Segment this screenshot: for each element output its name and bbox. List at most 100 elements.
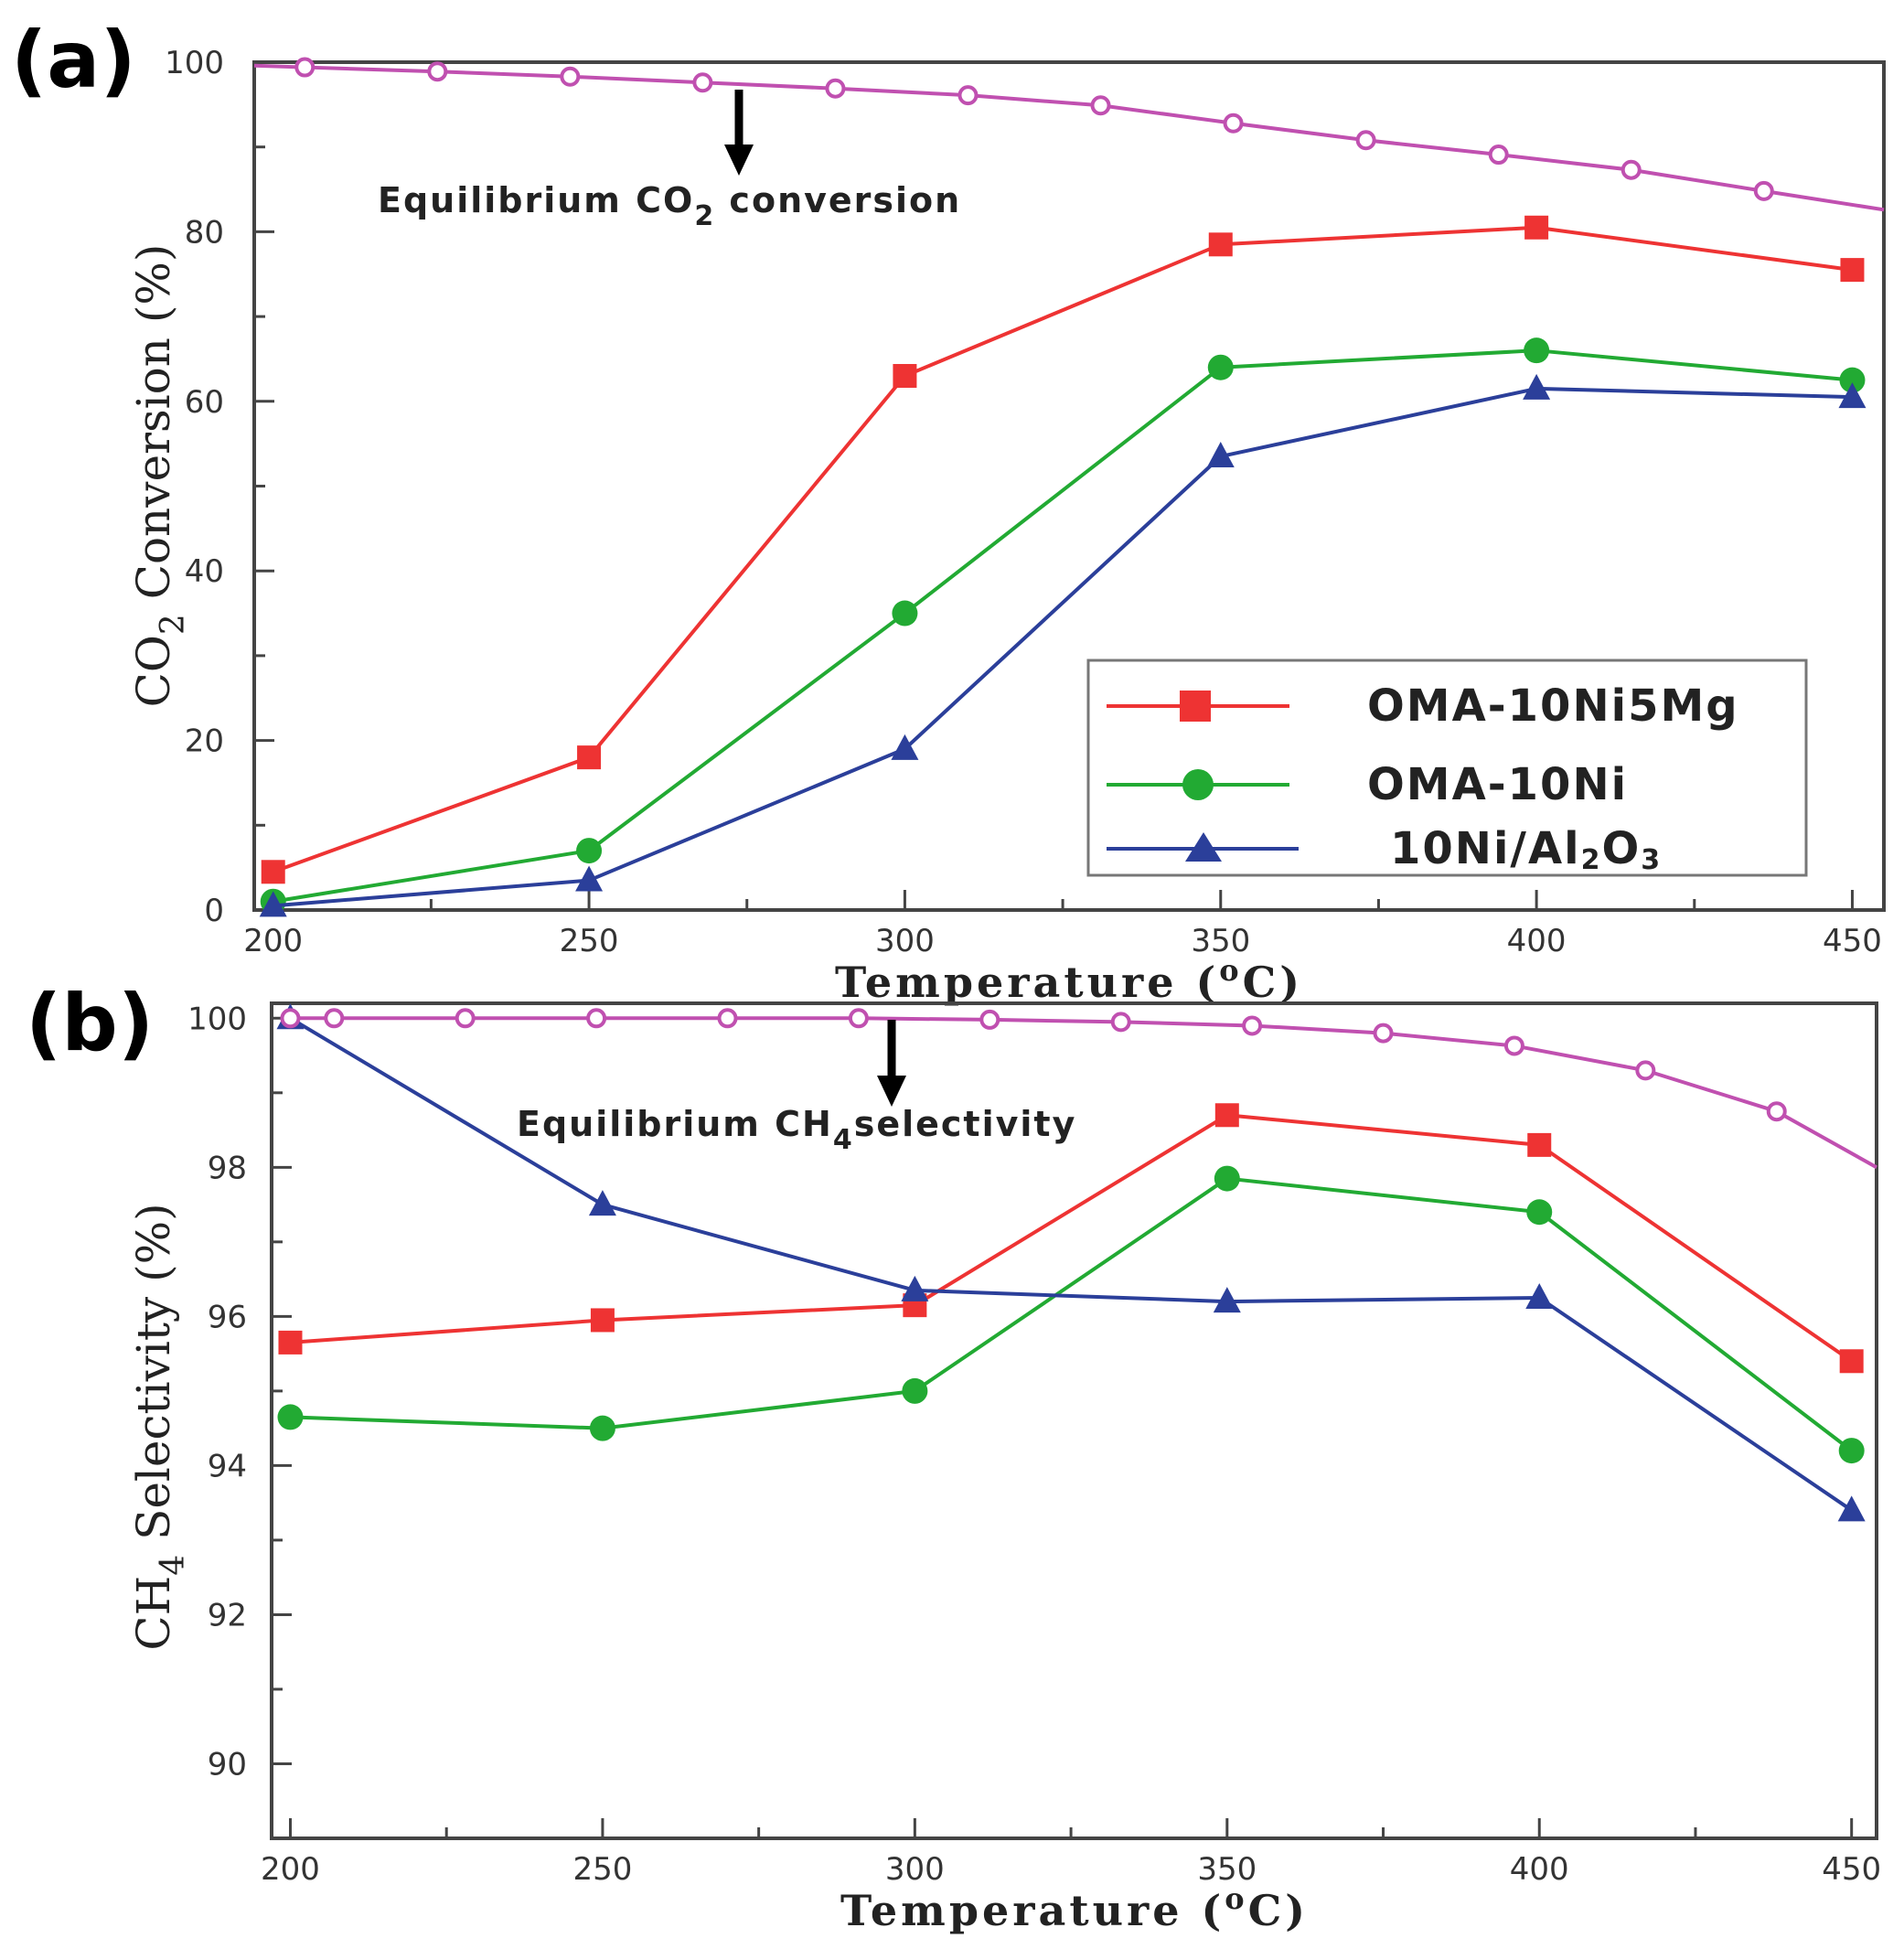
panel-b: (b) 90 92 94 96 98 100 200 250 300 350 400 450 Equi… bbox=[26, 978, 1881, 1935]
x-tick-label: 400 bbox=[1507, 923, 1567, 959]
x-tick-label: 250 bbox=[572, 1851, 632, 1888]
panel-b-y-axis-label: CH4 Selectivity (%) bbox=[127, 1203, 192, 1650]
data-point-oma-10ni5mg bbox=[1208, 232, 1233, 257]
series-line-10ni-al2o3 bbox=[289, 1016, 1853, 1512]
data-point-equilibrium bbox=[1488, 145, 1509, 166]
data-point-equilibrium bbox=[560, 66, 581, 87]
panel-a-label: (a) bbox=[11, 15, 136, 106]
data-point-equilibrium bbox=[1766, 1101, 1787, 1122]
data-point-equilibrium bbox=[427, 61, 448, 82]
panel-a-x-axis-label: Temperature (oC) bbox=[835, 953, 1303, 1007]
data-point-equilibrium bbox=[1223, 112, 1244, 134]
data-point-equilibrium bbox=[1090, 95, 1111, 116]
y-tick-label: 100 bbox=[187, 1001, 247, 1037]
x-tick-label: 350 bbox=[1197, 1851, 1257, 1888]
data-point-equilibrium bbox=[1635, 1060, 1656, 1081]
legend-label: OMA-10Ni bbox=[1367, 759, 1628, 810]
y-tick-label: 92 bbox=[208, 1597, 247, 1633]
panel-a-plot: 0 20 40 60 80 100 200 250 300 350 400 450 bbox=[165, 45, 1885, 959]
data-point-oma-10ni bbox=[589, 1415, 615, 1441]
data-point-equilibrium bbox=[1355, 130, 1376, 151]
series-line-oma-10ni bbox=[290, 1176, 1853, 1452]
data-point-oma-10ni5mg bbox=[261, 860, 285, 884]
y-tick-label: 94 bbox=[208, 1448, 247, 1484]
panel-b-arrow bbox=[877, 1020, 906, 1107]
data-point-10ni-al2o3 bbox=[1525, 1282, 1554, 1309]
legend-label: OMA-10Ni5Mg bbox=[1367, 680, 1739, 732]
data-point-equilibrium bbox=[455, 1008, 476, 1029]
series-line-oma-10ni5mg bbox=[290, 1113, 1853, 1363]
data-point-equilibrium bbox=[1621, 159, 1642, 180]
data-point-oma-10ni5mg bbox=[1840, 258, 1865, 283]
data-point-equilibrium bbox=[1242, 1015, 1263, 1036]
data-point-10ni-al2o3 bbox=[1213, 1287, 1241, 1313]
data-point-oma-10ni5mg bbox=[1839, 1349, 1864, 1374]
data-point-equilibrium bbox=[280, 1008, 301, 1029]
series-line-equilibrium bbox=[290, 1016, 1877, 1170]
data-point-equilibrium bbox=[717, 1008, 738, 1029]
data-point-oma-10ni5mg bbox=[590, 1308, 615, 1333]
y-tick-label: 98 bbox=[208, 1150, 247, 1186]
data-point-10ni-al2o3 bbox=[575, 865, 604, 892]
x-tick-label: 200 bbox=[261, 1851, 320, 1888]
data-point-oma-10ni5mg bbox=[278, 1330, 303, 1355]
data-point-oma-10ni5mg bbox=[893, 363, 917, 388]
x-tick-label: 350 bbox=[1191, 923, 1250, 959]
series-line-equilibrium bbox=[253, 63, 1885, 212]
y-tick-label: 80 bbox=[185, 214, 224, 251]
x-tick-label: 450 bbox=[1823, 923, 1882, 959]
data-point-oma-10ni5mg bbox=[1527, 1132, 1552, 1157]
data-point-oma-10ni5mg bbox=[577, 745, 602, 770]
data-point-equilibrium bbox=[586, 1008, 607, 1029]
data-point-equilibrium bbox=[1373, 1023, 1394, 1044]
y-tick-label: 40 bbox=[185, 553, 224, 590]
x-tick-label: 450 bbox=[1822, 1851, 1881, 1888]
panel-a-arrow bbox=[724, 90, 754, 176]
panel-a: (a) 0 20 40 60 80 100 200 250 300 350 400 450 Equil… bbox=[11, 15, 1886, 1007]
data-point-equilibrium bbox=[957, 85, 979, 106]
data-point-10ni-al2o3 bbox=[1837, 1495, 1866, 1522]
data-point-oma-10ni bbox=[1207, 354, 1234, 380]
legend-item-oma-10ni5mg: OMA-10Ni5Mg bbox=[1107, 680, 1739, 732]
data-point-oma-10ni bbox=[1839, 367, 1866, 393]
x-tick-label: 200 bbox=[243, 923, 303, 959]
x-tick-label: 300 bbox=[885, 1851, 945, 1888]
data-point-equilibrium bbox=[692, 72, 713, 93]
data-point-oma-10ni bbox=[1524, 337, 1550, 364]
x-tick-label: 250 bbox=[560, 923, 619, 959]
legend-item-oma-10ni: OMA-10Ni bbox=[1107, 759, 1628, 810]
panel-b-x-axis-label: Temperature (oC) bbox=[840, 1881, 1309, 1935]
data-point-equilibrium bbox=[1503, 1035, 1524, 1056]
data-point-oma-10ni5mg bbox=[1524, 215, 1549, 240]
data-point-oma-10ni bbox=[1526, 1199, 1553, 1226]
series-line-oma-10ni5mg bbox=[273, 225, 1853, 874]
data-point-equilibrium bbox=[979, 1009, 1000, 1030]
panel-b-annotation: Equilibrium CH4selectivity bbox=[517, 1104, 1076, 1156]
series-line-oma-10ni bbox=[273, 348, 1853, 904]
data-point-10ni-al2o3 bbox=[259, 891, 287, 917]
data-point-equilibrium bbox=[825, 78, 846, 99]
legend: OMA-10Ni5Mg OMA-10Ni 10Ni/Al2O3 bbox=[1086, 659, 1808, 877]
legend-item-10ni-al2o3: 10Ni/Al2O3 bbox=[1107, 823, 1660, 876]
panel-b-label: (b) bbox=[26, 978, 154, 1069]
y-tick-label: 90 bbox=[208, 1746, 247, 1783]
data-point-equilibrium bbox=[1110, 1012, 1131, 1033]
data-point-oma-10ni bbox=[902, 1377, 928, 1404]
data-point-10ni-al2o3 bbox=[588, 1190, 616, 1216]
series-line-10ni-al2o3 bbox=[273, 386, 1853, 908]
data-point-oma-10ni bbox=[1214, 1165, 1240, 1192]
y-tick-label: 60 bbox=[185, 384, 224, 421]
data-point-10ni-al2o3 bbox=[1838, 382, 1867, 409]
data-point-equilibrium bbox=[848, 1008, 869, 1029]
data-point-oma-10ni bbox=[1838, 1438, 1865, 1464]
data-point-equilibrium bbox=[324, 1008, 345, 1029]
panel-a-annotation: Equilibrium CO2 conversion bbox=[378, 180, 961, 232]
data-point-10ni-al2o3 bbox=[1206, 442, 1235, 468]
data-point-oma-10ni bbox=[576, 838, 603, 864]
data-point-10ni-al2o3 bbox=[891, 734, 919, 760]
x-tick-label: 400 bbox=[1510, 1851, 1569, 1888]
data-point-oma-10ni5mg bbox=[1214, 1103, 1239, 1128]
y-tick-label: 20 bbox=[185, 723, 224, 760]
data-point-10ni-al2o3 bbox=[901, 1275, 929, 1301]
